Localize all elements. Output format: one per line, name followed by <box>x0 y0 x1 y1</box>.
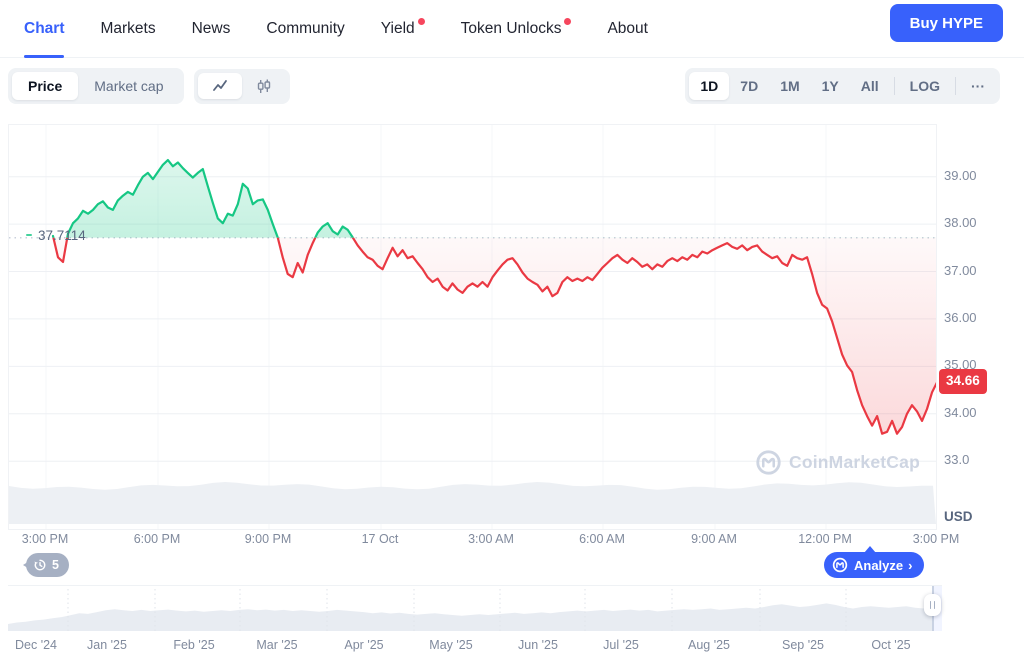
y-axis-tick: 35.00 <box>944 357 977 373</box>
x-axis-tick: 3:00 PM <box>21 532 69 546</box>
range-7d-button[interactable]: 7D <box>729 72 769 100</box>
x-axis-tick: 6:00 PM <box>133 532 181 546</box>
chart-toolbar: Price Market cap 1D 7D 1M 1Y All LOG ··· <box>8 68 1000 104</box>
price-toggle-button[interactable]: Price <box>12 72 79 100</box>
y-axis-tick: 38.00 <box>944 215 977 231</box>
y-axis-unit-label: USD <box>944 509 973 524</box>
tab-community[interactable]: Community <box>266 0 344 57</box>
price-chart[interactable] <box>8 124 937 530</box>
x-axis-tick: 3:00 AM <box>468 532 514 546</box>
market-cap-toggle-button[interactable]: Market cap <box>78 72 179 100</box>
y-axis: 39.00 38.00 37.00 36.00 35.00 34.00 33.0 USD <box>944 124 1022 544</box>
log-scale-button[interactable]: LOG <box>899 72 951 100</box>
tab-yield[interactable]: Yield <box>381 0 425 57</box>
overview-month-tick: May '25 <box>429 638 473 652</box>
y-axis-tick: 39.00 <box>944 167 977 183</box>
chart-history-button[interactable]: 5 <box>23 553 69 577</box>
overview-month-tick: Dec '24 <box>15 638 57 652</box>
range-1y-button[interactable]: 1Y <box>811 72 850 100</box>
x-axis-tick: 6:00 AM <box>579 532 625 546</box>
line-icon <box>212 80 227 91</box>
analyze-button[interactable]: Analyze › <box>824 546 925 578</box>
range-1d-button[interactable]: 1D <box>689 72 730 100</box>
tab-about-label: About <box>607 19 648 37</box>
range-1m-button[interactable]: 1M <box>769 72 810 100</box>
tab-yield-label: Yield <box>380 19 415 37</box>
page-header: Chart Markets News Community Yield Token… <box>0 0 1024 58</box>
history-clock-icon <box>34 559 46 571</box>
tab-token-unlocks-label: Token Unlocks <box>460 19 562 37</box>
tab-news[interactable]: News <box>192 0 231 57</box>
overview-month-tick: Jul '25 <box>603 638 639 652</box>
chevron-right-icon: › <box>908 557 913 573</box>
range-all-button[interactable]: All <box>850 72 890 100</box>
handle-grip-icon <box>929 601 932 609</box>
overview-month-tick: Jun '25 <box>518 638 558 652</box>
x-axis-tick: 3:00 PM <box>912 532 960 546</box>
history-count: 5 <box>52 558 59 572</box>
overview-month-tick: Sep '25 <box>781 638 824 652</box>
x-axis-tick: 17 Oct <box>361 532 399 546</box>
y-axis-tick: 33.0 <box>944 452 970 468</box>
tab-markets-label: Markets <box>100 19 156 37</box>
overview-month-tick: Mar '25 <box>256 638 298 652</box>
y-axis-tick: 34.00 <box>944 404 977 420</box>
tab-token-unlocks[interactable]: Token Unlocks <box>461 0 572 57</box>
y-axis-tick: 36.00 <box>944 309 977 325</box>
handle-grip-icon <box>933 601 936 609</box>
price-chart-svg <box>9 125 936 529</box>
notification-dot <box>564 18 572 25</box>
history-overview-svg <box>8 586 942 631</box>
notification-dot <box>417 18 425 25</box>
y-axis-tick: 37.00 <box>944 262 977 278</box>
tab-chart[interactable]: Chart <box>24 0 65 58</box>
overview-month-axis: Dec '24 Jan '25 Feb '25 Mar '25 Apr '25 May '… <box>8 638 1016 654</box>
more-options-button[interactable]: ··· <box>960 72 996 100</box>
tab-community-label: Community <box>266 19 345 37</box>
x-axis-tick: 9:00 AM <box>691 532 737 546</box>
tab-about[interactable]: About <box>607 0 648 57</box>
x-axis-tick: 9:00 PM <box>244 532 292 546</box>
tab-markets[interactable]: Markets <box>100 0 155 57</box>
current-price-badge: 34.66 <box>939 369 987 394</box>
metric-toggle: Price Market cap <box>8 68 184 104</box>
nav-tabs: Chart Markets News Community Yield Token… <box>0 0 1024 58</box>
history-overview-chart[interactable] <box>8 585 942 632</box>
overview-month-tick: Aug '25 <box>687 638 730 652</box>
tab-news-label: News <box>191 19 231 37</box>
analyze-label: Analyze <box>854 557 904 573</box>
buy-hype-button[interactable]: Buy HYPE <box>889 4 1003 42</box>
toolbar-divider <box>893 77 895 95</box>
chart-type-toggle <box>193 68 290 104</box>
range-drag-handle[interactable] <box>924 594 941 616</box>
overview-month-tick: Feb '25 <box>173 638 215 652</box>
x-axis-tick: 12:00 PM <box>798 532 852 546</box>
candlestick-icon <box>257 79 270 93</box>
overview-month-tick: Jan '25 <box>87 638 127 652</box>
toolbar-divider <box>955 77 956 95</box>
candlestick-chart-type-button[interactable] <box>242 73 286 100</box>
coinmarketcap-logo-icon <box>832 557 848 573</box>
range-selector: 1D 7D 1M 1Y All LOG ··· <box>685 68 1000 104</box>
overview-month-tick: Apr '25 <box>344 638 384 652</box>
overview-month-tick: Oct '25 <box>871 638 911 652</box>
line-chart-type-button[interactable] <box>197 73 242 99</box>
tab-chart-label: Chart <box>24 19 65 37</box>
x-axis: 3:00 PM 6:00 PM 9:00 PM 17 Oct 3:00 AM 6:00 A… <box>8 532 960 548</box>
